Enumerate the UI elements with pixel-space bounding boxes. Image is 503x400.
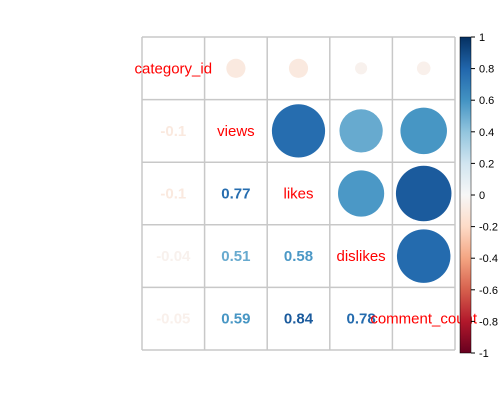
- colorbar-tick-label: 0.8: [479, 64, 494, 76]
- coef-likes-category_id: -0.1: [160, 186, 186, 203]
- coef-views-category_id: -0.1: [160, 123, 186, 140]
- corr-circle-views-dislikes: [339, 109, 383, 153]
- coef-comment_count-likes: 0.84: [284, 311, 314, 328]
- corr-circle-category_id-dislikes: [355, 62, 368, 75]
- colorbar-tick-label: -0.8: [479, 316, 498, 328]
- corr-circle-likes-comment_count: [395, 165, 452, 222]
- coef-dislikes-views: 0.51: [221, 248, 250, 265]
- coef-comment_count-views: 0.59: [221, 311, 250, 328]
- colorbar-tick-label: -1: [479, 348, 489, 360]
- colorbar-tick-label: 0: [479, 190, 485, 202]
- colorbar-tick-label: 0.2: [479, 158, 494, 170]
- colorbar-gradient: [459, 36, 472, 354]
- corr-circle-category_id-views: [226, 58, 246, 78]
- colorbar: 1 0.8 0.6 0.4 0.2 0 -0.2 -0.4 -0.6 -0.8 -1: [459, 32, 498, 360]
- coef-comment_count-dislikes: 0.78: [346, 311, 375, 328]
- colorbar-tick-label: 1: [479, 32, 485, 44]
- var-label-views: views: [217, 123, 255, 140]
- var-label-dislikes: dislikes: [337, 248, 386, 265]
- correlation-circles: [226, 58, 452, 283]
- colorbar-tick-label: -0.4: [479, 253, 498, 265]
- correlation-coefficients: -0.1 -0.1 0.77 -0.04 0.51 0.58 -0.05 0.59 0.84 0.…: [156, 123, 376, 328]
- colorbar-tick-label: -0.6: [479, 285, 498, 297]
- colorbar-tick-label: 0.6: [479, 95, 494, 107]
- grid: [141, 36, 456, 351]
- coef-dislikes-category_id: -0.04: [156, 248, 191, 265]
- var-label-comment_count: comment_count: [370, 311, 478, 328]
- corr-circle-dislikes-comment_count: [396, 229, 451, 283]
- coef-likes-views: 0.77: [221, 186, 250, 203]
- colorbar-tick-label: -0.2: [479, 222, 498, 234]
- corr-circle-category_id-comment_count: [416, 61, 431, 76]
- corr-circle-views-comment_count: [400, 107, 447, 155]
- coef-comment_count-category_id: -0.05: [156, 311, 190, 328]
- corr-circle-likes-dislikes: [338, 170, 385, 217]
- var-label-category_id: category_id: [135, 60, 213, 77]
- colorbar-tick-label: 0.4: [479, 127, 494, 139]
- corr-circle-views-likes: [271, 104, 326, 158]
- var-label-likes: likes: [283, 186, 313, 203]
- coef-dislikes-likes: 0.58: [284, 248, 313, 265]
- corr-circle-category_id-likes: [288, 58, 309, 78]
